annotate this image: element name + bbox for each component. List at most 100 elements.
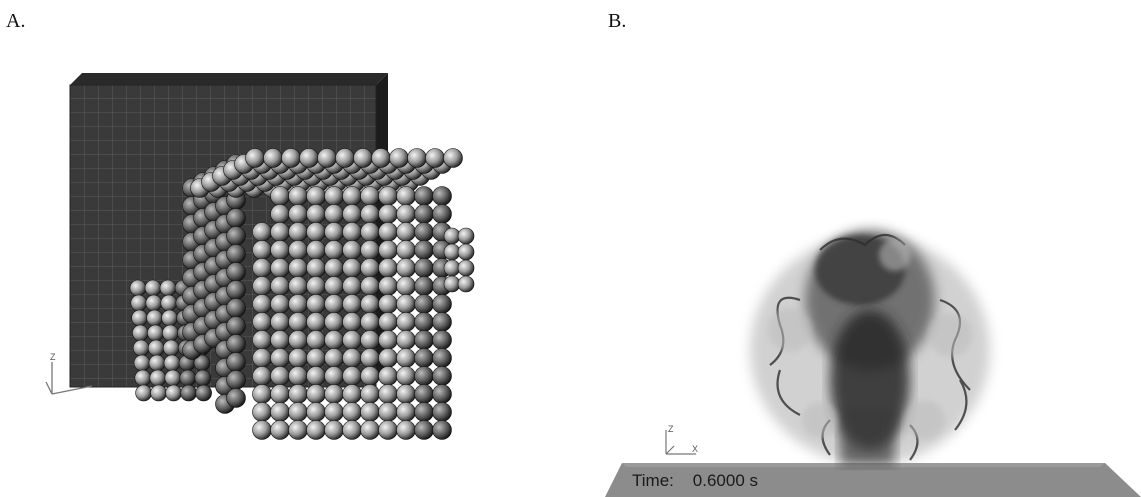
floor <box>605 463 1141 497</box>
sphere <box>443 259 461 277</box>
sphere <box>414 312 434 332</box>
sphere <box>342 186 362 206</box>
sphere <box>299 148 319 168</box>
sphere <box>432 366 452 386</box>
sphere <box>180 384 197 402</box>
sphere <box>396 384 416 404</box>
sphere <box>396 186 416 206</box>
sphere <box>288 420 308 440</box>
sphere <box>252 240 272 260</box>
sphere <box>342 222 362 242</box>
sphere <box>360 420 380 440</box>
sphere <box>360 240 380 260</box>
sphere <box>324 258 344 278</box>
sphere <box>378 222 398 242</box>
sphere <box>145 294 163 312</box>
sphere <box>165 384 182 402</box>
sphere <box>396 240 416 260</box>
sphere <box>360 222 380 242</box>
sphere <box>378 276 398 296</box>
sphere <box>342 420 362 440</box>
sphere <box>324 276 344 296</box>
sphere <box>378 366 398 386</box>
sphere <box>288 240 308 260</box>
sphere <box>407 148 427 168</box>
sphere <box>396 420 416 440</box>
sphere <box>378 402 398 422</box>
sphere <box>432 384 452 404</box>
sphere <box>252 330 272 350</box>
sphere <box>425 148 445 168</box>
sphere <box>414 276 434 296</box>
sphere <box>270 420 290 440</box>
sphere <box>129 279 147 297</box>
sphere <box>389 148 409 168</box>
sphere <box>288 294 308 314</box>
sphere <box>360 330 380 350</box>
sphere <box>396 330 416 350</box>
sphere <box>396 312 416 332</box>
sphere <box>378 294 398 314</box>
time-value: 0.6000 s <box>692 471 759 490</box>
axis-triad-b: Z X <box>665 424 698 455</box>
sphere <box>226 298 246 318</box>
sphere <box>317 148 337 168</box>
sphere <box>281 148 301 168</box>
sphere <box>414 258 434 278</box>
sphere <box>252 402 272 422</box>
sphere <box>306 348 326 368</box>
sphere <box>288 366 308 386</box>
axis-x-label-b: X <box>692 444 698 454</box>
sphere <box>163 354 181 372</box>
sphere <box>342 276 362 296</box>
sphere <box>179 369 197 387</box>
panel-b-label: B. <box>608 10 627 32</box>
sphere <box>414 366 434 386</box>
sphere <box>150 384 167 402</box>
smoke-plume <box>750 230 990 465</box>
sphere <box>270 186 290 206</box>
sphere <box>432 420 452 440</box>
sphere <box>252 312 272 332</box>
sphere <box>360 366 380 386</box>
time-readout: Time: 0.6000 s <box>632 471 758 491</box>
sphere <box>342 240 362 260</box>
sphere <box>306 240 326 260</box>
sphere <box>342 402 362 422</box>
sphere <box>133 354 151 372</box>
sphere <box>160 294 178 312</box>
sphere <box>360 204 380 224</box>
sphere <box>270 276 290 296</box>
sphere <box>432 330 452 350</box>
sphere <box>288 258 308 278</box>
sphere <box>432 294 452 314</box>
sphere <box>396 222 416 242</box>
sphere <box>270 384 290 404</box>
sphere <box>378 186 398 206</box>
sphere <box>342 366 362 386</box>
sphere <box>342 330 362 350</box>
sphere <box>270 204 290 224</box>
sphere <box>134 369 152 387</box>
sphere <box>306 186 326 206</box>
sphere <box>432 312 452 332</box>
sphere <box>324 294 344 314</box>
sphere <box>360 294 380 314</box>
sphere <box>306 384 326 404</box>
sphere <box>130 294 148 312</box>
sphere <box>144 279 162 297</box>
sphere <box>457 259 475 277</box>
sphere <box>159 279 177 297</box>
sphere <box>162 339 180 357</box>
sphere <box>324 222 344 242</box>
sphere <box>414 204 434 224</box>
sphere <box>432 348 452 368</box>
sphere <box>360 276 380 296</box>
sphere <box>396 348 416 368</box>
sphere <box>306 366 326 386</box>
sphere <box>226 316 246 336</box>
sphere <box>360 348 380 368</box>
sphere <box>324 348 344 368</box>
time-label: Time: <box>632 471 674 490</box>
